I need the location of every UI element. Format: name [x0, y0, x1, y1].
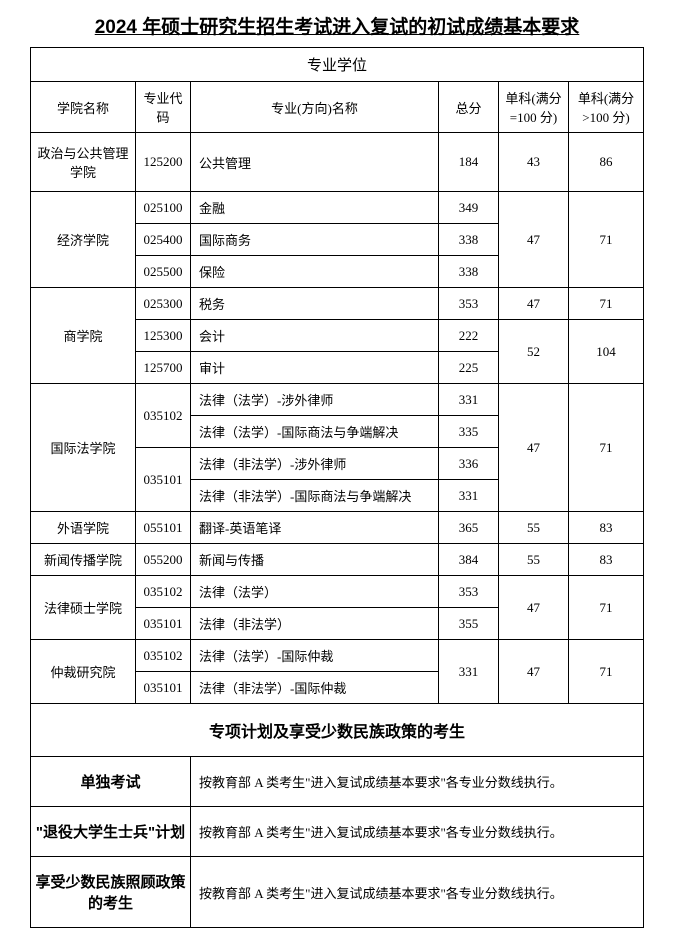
special-row-label: 享受少数民族照顾政策的考生 [31, 857, 191, 928]
cell-total: 331 [439, 384, 499, 416]
cell-sub2: 71 [569, 576, 644, 640]
cell-total: 225 [439, 352, 499, 384]
table-header-row: 学院名称 专业代码 专业(方向)名称 总分 单科(满分=100 分) 单科(满分… [31, 82, 644, 133]
cell-code: 035102 [136, 640, 191, 672]
cell-sub1: 47 [499, 288, 569, 320]
cell-major: 法律（法学） [191, 576, 439, 608]
cell-school: 法律硕士学院 [31, 576, 136, 640]
table-row: 经济学院 025100 金融 349 47 71 [31, 192, 644, 224]
cell-sub2: 71 [569, 384, 644, 512]
cell-code: 055200 [136, 544, 191, 576]
cell-sub1: 52 [499, 320, 569, 384]
table-row: 商学院 025300 税务 353 47 71 [31, 288, 644, 320]
cell-sub2: 71 [569, 288, 644, 320]
cell-major: 国际商务 [191, 224, 439, 256]
cell-school: 仲裁研究院 [31, 640, 136, 704]
special-row-text: 按教育部 A 类考生"进入复试成绩基本要求"各专业分数线执行。 [191, 757, 644, 807]
cell-total: 349 [439, 192, 499, 224]
cell-sub1: 43 [499, 133, 569, 192]
cell-major: 新闻与传播 [191, 544, 439, 576]
cell-sub2: 86 [569, 133, 644, 192]
cell-sub1: 47 [499, 384, 569, 512]
cell-code: 025500 [136, 256, 191, 288]
cell-sub1: 55 [499, 512, 569, 544]
table-row: 法律硕士学院 035102 法律（法学） 353 47 71 [31, 576, 644, 608]
cell-total: 353 [439, 576, 499, 608]
cell-major: 法律（非法学）-国际仲裁 [191, 672, 439, 704]
scores-table: 专业学位 学院名称 专业代码 专业(方向)名称 总分 单科(满分=100 分) … [30, 47, 644, 928]
cell-major: 税务 [191, 288, 439, 320]
cell-code: 025100 [136, 192, 191, 224]
cell-total: 384 [439, 544, 499, 576]
cell-total: 335 [439, 416, 499, 448]
cell-code: 035101 [136, 608, 191, 640]
cell-school: 政治与公共管理学院 [31, 133, 136, 192]
header-sub1: 单科(满分=100 分) [499, 82, 569, 133]
cell-major: 金融 [191, 192, 439, 224]
cell-major: 保险 [191, 256, 439, 288]
cell-total: 365 [439, 512, 499, 544]
cell-school: 新闻传播学院 [31, 544, 136, 576]
cell-code: 125700 [136, 352, 191, 384]
cell-code: 035102 [136, 384, 191, 448]
cell-total: 331 [439, 480, 499, 512]
cell-sub2: 83 [569, 544, 644, 576]
cell-sub1: 47 [499, 576, 569, 640]
cell-code: 025400 [136, 224, 191, 256]
cell-major: 法律（法学）-国际商法与争端解决 [191, 416, 439, 448]
header-total: 总分 [439, 82, 499, 133]
cell-sub2: 71 [569, 192, 644, 288]
cell-major: 法律（法学）-涉外律师 [191, 384, 439, 416]
cell-code: 035101 [136, 672, 191, 704]
page-title: 2024 年硕士研究生招生考试进入复试的初试成绩基本要求 [30, 12, 644, 39]
cell-sub1: 47 [499, 192, 569, 288]
cell-total: 338 [439, 224, 499, 256]
section-header: 专业学位 [31, 48, 644, 82]
cell-major: 法律（法学）-国际仲裁 [191, 640, 439, 672]
cell-total: 338 [439, 256, 499, 288]
cell-major: 公共管理 [191, 133, 439, 192]
special-row-text: 按教育部 A 类考生"进入复试成绩基本要求"各专业分数线执行。 [191, 857, 644, 928]
header-school: 学院名称 [31, 82, 136, 133]
cell-code: 125200 [136, 133, 191, 192]
cell-major: 法律（非法学）-国际商法与争端解决 [191, 480, 439, 512]
header-sub2: 单科(满分>100 分) [569, 82, 644, 133]
cell-code: 035102 [136, 576, 191, 608]
cell-code: 055101 [136, 512, 191, 544]
cell-major: 法律（非法学） [191, 608, 439, 640]
cell-major: 法律（非法学）-涉外律师 [191, 448, 439, 480]
special-row-label: "退役大学生士兵"计划 [31, 807, 191, 857]
table-row: 仲裁研究院 035102 法律（法学）-国际仲裁 331 47 71 [31, 640, 644, 672]
cell-total: 184 [439, 133, 499, 192]
cell-major: 审计 [191, 352, 439, 384]
cell-sub1: 47 [499, 640, 569, 704]
table-row: 外语学院 055101 翻译-英语笔译 365 55 83 [31, 512, 644, 544]
cell-total: 355 [439, 608, 499, 640]
header-code: 专业代码 [136, 82, 191, 133]
table-row: 新闻传播学院 055200 新闻与传播 384 55 83 [31, 544, 644, 576]
cell-major: 翻译-英语笔译 [191, 512, 439, 544]
cell-total: 331 [439, 640, 499, 704]
cell-total: 222 [439, 320, 499, 352]
special-row-text: 按教育部 A 类考生"进入复试成绩基本要求"各专业分数线执行。 [191, 807, 644, 857]
special-row-label: 单独考试 [31, 757, 191, 807]
cell-total: 336 [439, 448, 499, 480]
cell-major: 会计 [191, 320, 439, 352]
cell-sub2: 71 [569, 640, 644, 704]
cell-school: 外语学院 [31, 512, 136, 544]
table-row: 政治与公共管理学院 125200 公共管理 184 43 86 [31, 133, 644, 192]
table-row: 国际法学院 035102 法律（法学）-涉外律师 331 47 71 [31, 384, 644, 416]
cell-total: 353 [439, 288, 499, 320]
header-major: 专业(方向)名称 [191, 82, 439, 133]
cell-code: 025300 [136, 288, 191, 320]
cell-sub2: 83 [569, 512, 644, 544]
cell-school: 国际法学院 [31, 384, 136, 512]
cell-school: 商学院 [31, 288, 136, 384]
cell-sub2: 104 [569, 320, 644, 384]
cell-code: 125300 [136, 320, 191, 352]
special-section-header: 专项计划及享受少数民族政策的考生 [31, 704, 644, 757]
cell-code: 035101 [136, 448, 191, 512]
cell-sub1: 55 [499, 544, 569, 576]
cell-school: 经济学院 [31, 192, 136, 288]
